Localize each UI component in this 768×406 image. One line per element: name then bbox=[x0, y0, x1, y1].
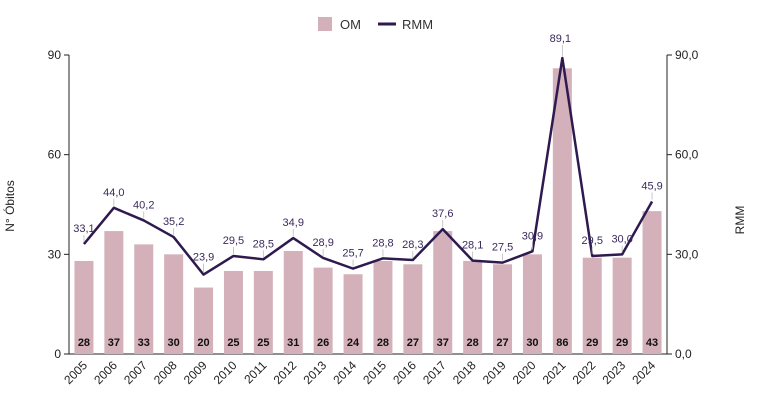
bar-data-label: 20 bbox=[197, 337, 209, 349]
bar-data-label: 27 bbox=[407, 337, 419, 349]
line-data-label: 28,1 bbox=[462, 240, 483, 252]
x-tick-label: 2007 bbox=[121, 358, 150, 387]
bar bbox=[642, 211, 662, 354]
bar bbox=[433, 231, 453, 354]
bar-data-label: 25 bbox=[257, 337, 269, 349]
series-line-rmm bbox=[82, 56, 654, 276]
line-data-label: 34,9 bbox=[283, 217, 304, 229]
line-data-label: 28,3 bbox=[402, 239, 423, 251]
y2-tick-label: 0,0 bbox=[675, 347, 692, 361]
x-tick-label: 2013 bbox=[300, 358, 329, 387]
y-tick-label: 0 bbox=[54, 347, 61, 361]
bar-data-label: 24 bbox=[347, 337, 360, 349]
y2-tick-label: 30,0 bbox=[675, 247, 699, 261]
bar-data-label: 33 bbox=[138, 337, 150, 349]
line-data-label: 33,1 bbox=[73, 223, 94, 235]
line-data-label: 29,5 bbox=[223, 235, 244, 247]
bar bbox=[582, 257, 602, 354]
bars bbox=[74, 68, 662, 355]
x-tick-label: 2014 bbox=[330, 358, 359, 387]
x-tick-label: 2016 bbox=[390, 358, 419, 387]
line-data-label: 30,9 bbox=[522, 230, 543, 242]
y2-tick-label: 90,0 bbox=[675, 48, 699, 62]
bar-data-label: 29 bbox=[616, 337, 628, 349]
line-data-label: 44,0 bbox=[103, 187, 124, 199]
bar-data-label: 25 bbox=[227, 337, 239, 349]
bar bbox=[253, 270, 273, 354]
x-tick-label: 2023 bbox=[599, 358, 628, 387]
line-data-label: 28,9 bbox=[312, 237, 333, 249]
bar bbox=[522, 254, 542, 354]
line-data-label: 29,5 bbox=[582, 235, 603, 247]
x-tick-label: 2005 bbox=[61, 358, 90, 387]
line-data-label: 28,8 bbox=[372, 237, 393, 249]
line-data-label: 30,0 bbox=[611, 233, 632, 245]
y2-tick-label: 60,0 bbox=[675, 148, 699, 162]
bar bbox=[223, 270, 243, 354]
y-tick-label: 30 bbox=[48, 247, 62, 261]
bar-data-label: 37 bbox=[108, 337, 120, 349]
y-tick-label: 60 bbox=[48, 148, 62, 162]
bar-data-label: 27 bbox=[496, 337, 508, 349]
x-tick-label: 2010 bbox=[211, 358, 240, 387]
line-data-label: 35,2 bbox=[163, 216, 184, 228]
line-data-label: 45,9 bbox=[641, 181, 662, 193]
line-data-label: 23,9 bbox=[193, 252, 214, 264]
labels: 28 37 33 30 20 25 25 31 26 24 28 27 37 28 27 30 86 29 29 43… bbox=[73, 33, 663, 349]
x-tick-label: 2009 bbox=[181, 358, 210, 387]
bar bbox=[313, 267, 333, 354]
line-data-label: 89,1 bbox=[550, 33, 571, 45]
bar-data-label: 28 bbox=[467, 337, 479, 349]
x-tick-label: 2022 bbox=[570, 358, 599, 387]
x-tick-label: 2019 bbox=[480, 358, 509, 387]
line-data-label: 25,7 bbox=[342, 248, 363, 260]
bar bbox=[493, 264, 513, 354]
bar bbox=[74, 260, 94, 354]
x-tick-label: 2006 bbox=[91, 358, 120, 387]
x-tick-label: 2024 bbox=[629, 358, 658, 387]
line-layer bbox=[82, 56, 654, 276]
bar-data-label: 30 bbox=[526, 337, 538, 349]
x-tick-label: 2008 bbox=[151, 358, 180, 387]
bar-data-label: 37 bbox=[437, 337, 449, 349]
bar bbox=[194, 287, 214, 354]
bar-data-label: 29 bbox=[586, 337, 598, 349]
bar-data-label: 43 bbox=[646, 337, 658, 349]
x-tick-label: 2012 bbox=[271, 358, 300, 387]
bar-data-label: 28 bbox=[78, 337, 90, 349]
bar bbox=[403, 264, 423, 354]
bar bbox=[164, 254, 184, 354]
legend: OM RMM bbox=[318, 17, 433, 32]
y-axis-title: N° Óbitos bbox=[2, 180, 17, 231]
bar bbox=[343, 274, 363, 354]
bar bbox=[134, 244, 154, 354]
legend-label-rmm: RMM bbox=[402, 17, 433, 32]
x-tick-label: 2015 bbox=[360, 358, 389, 387]
bar-data-label: 30 bbox=[168, 337, 180, 349]
bar bbox=[463, 260, 483, 354]
y2-axis-title: RMM bbox=[733, 206, 747, 235]
bar bbox=[373, 260, 393, 354]
x-tick-label: 2018 bbox=[450, 358, 479, 387]
bar bbox=[612, 257, 632, 354]
y-tick-label: 90 bbox=[48, 48, 62, 62]
line-data-label: 40,2 bbox=[133, 199, 154, 211]
legend-swatch-om bbox=[318, 17, 332, 31]
legend-label-om: OM bbox=[340, 17, 361, 32]
bar-data-label: 26 bbox=[317, 337, 329, 349]
line-data-label: 28,5 bbox=[253, 238, 274, 250]
bar bbox=[552, 68, 572, 355]
bar-data-label: 86 bbox=[556, 337, 568, 349]
x-tick-label: 2020 bbox=[510, 358, 539, 387]
bar-data-label: 28 bbox=[377, 337, 389, 349]
x-tick-label: 2021 bbox=[540, 358, 569, 387]
bar bbox=[104, 231, 124, 354]
x-tick-label: 2011 bbox=[241, 358, 269, 386]
line-data-label: 27,5 bbox=[492, 242, 513, 254]
x-tick-label: 2017 bbox=[420, 358, 449, 387]
bar-data-label: 31 bbox=[287, 337, 299, 349]
line-data-label: 37,6 bbox=[432, 208, 453, 220]
bar bbox=[283, 251, 303, 354]
